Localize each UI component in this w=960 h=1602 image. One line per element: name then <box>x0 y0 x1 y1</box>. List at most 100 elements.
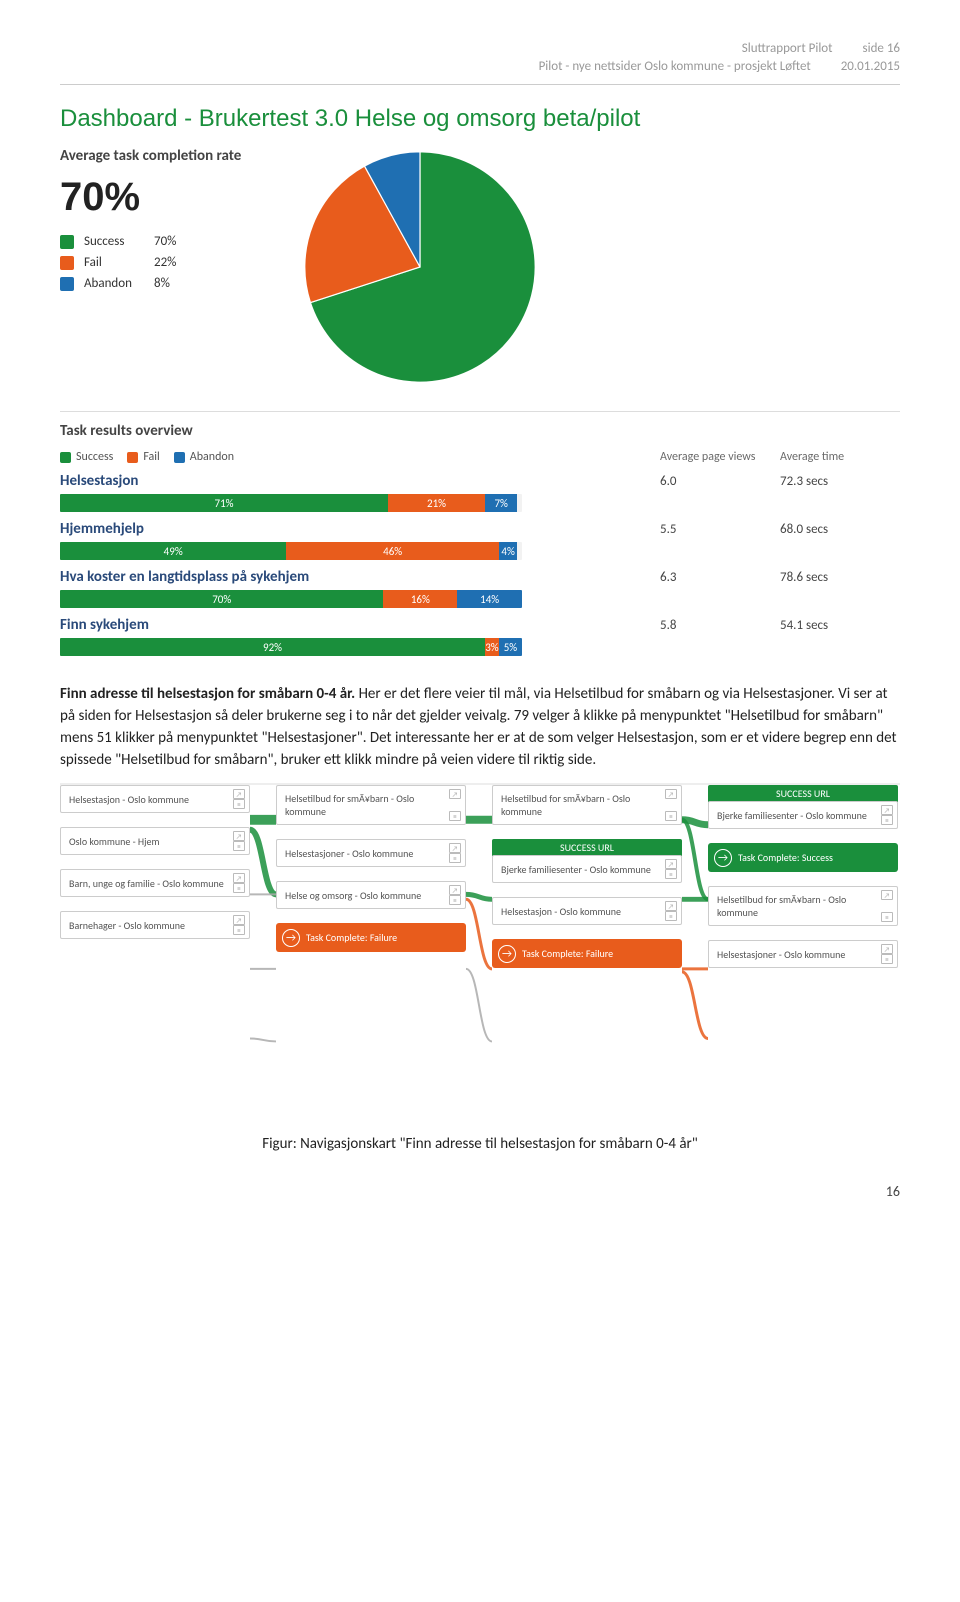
legend-row: Fail 22% <box>60 255 260 270</box>
task-views: 6.3 <box>660 570 780 585</box>
info-icon: ≡ <box>233 925 245 935</box>
legend-row: Success 70% <box>60 234 260 249</box>
navmap-page-node: Barnehager - Oslo kommune ↗ ≡ <box>60 911 250 939</box>
expand-icon: ↗ <box>449 789 461 799</box>
navmap-page-node: Helse og omsorg - Oslo kommune ↗ ≡ <box>276 881 466 909</box>
node-label: Helsetilbud for smÃ¥barn - Oslo kommune <box>285 792 445 818</box>
task-segment: 70% <box>60 590 383 608</box>
arrow-icon: → <box>714 849 732 867</box>
task-complete-failure: → Task Complete: Failure <box>276 923 466 952</box>
task-time: 72.3 secs <box>780 474 900 489</box>
legend-label: Abandon <box>190 450 234 464</box>
task-bar: 92%3%5% <box>60 638 522 656</box>
task-complete-failure: → Task Complete: Failure <box>492 939 682 968</box>
arrow-icon: → <box>498 945 516 963</box>
task-bar: 49%46%4% <box>60 542 522 560</box>
navigation-map: Helsestasjon - Oslo kommune ↗ ≡Oslo komm… <box>60 783 900 1113</box>
action-label: Task Complete: Failure <box>522 947 613 960</box>
info-icon: ≡ <box>233 799 245 809</box>
task-segment: 7% <box>485 494 517 512</box>
legend-label: Success <box>84 234 144 249</box>
task-name: Hjemmehjelp <box>60 520 660 538</box>
legend-swatch <box>60 277 74 291</box>
navmap-page-node: Helsestasjon - Oslo kommune ↗ ≡ <box>492 897 682 925</box>
legend-swatch <box>60 452 71 463</box>
avg-completion-block: Average task completion rate 70% Success… <box>60 147 900 391</box>
node-label: Helse og omsorg - Oslo kommune <box>285 889 421 902</box>
navmap-page-node: Helsestasjoner - Oslo kommune ↗ ≡ <box>708 940 898 968</box>
info-icon: ≡ <box>881 954 893 964</box>
info-icon: ≡ <box>881 815 893 825</box>
navmap-page-node: Helsetilbud for smÃ¥barn - Oslo kommune … <box>276 785 466 825</box>
overview-legend-item: Abandon <box>174 450 234 464</box>
legend-value: 22% <box>154 255 176 270</box>
navmap-column: Helsestasjon - Oslo kommune ↗ ≡Oslo komm… <box>60 785 250 1113</box>
pie-chart <box>300 147 540 391</box>
node-label: Bjerke familiesenter - Oslo kommune <box>501 863 651 876</box>
info-icon: ≡ <box>449 895 461 905</box>
legend-swatch <box>60 235 74 249</box>
overview-header: SuccessFailAbandon Average page views Av… <box>60 450 900 464</box>
task-row: Helsestasjon 6.0 72.3 secs 71%21%7% <box>60 472 900 512</box>
legend-swatch <box>60 256 74 270</box>
legend-value: 70% <box>154 234 176 249</box>
node-label: Helsestasjon - Oslo kommune <box>501 905 621 918</box>
action-label: Task Complete: Success <box>738 851 833 864</box>
info-icon: ≡ <box>233 883 245 893</box>
expand-icon: ↗ <box>665 789 677 799</box>
node-label: Barnehager - Oslo kommune <box>69 919 185 932</box>
success-url-header: SUCCESS URL <box>708 785 898 802</box>
overview-legend-item: Success <box>60 450 113 464</box>
node-label: Helsestasjoner - Oslo kommune <box>717 948 845 961</box>
task-segment: 71% <box>60 494 388 512</box>
task-time: 68.0 secs <box>780 522 900 537</box>
header-page: side 16 <box>863 40 900 58</box>
avg-label: Average task completion rate <box>60 147 260 165</box>
header-subtitle: Pilot - nye nettsider Oslo kommune - pro… <box>60 58 811 76</box>
task-segment: 3% <box>485 638 499 656</box>
node-label: Helsestasjon - Oslo kommune <box>69 793 189 806</box>
task-segment: 4% <box>499 542 517 560</box>
expand-icon: ↗ <box>449 885 461 895</box>
expand-icon: ↗ <box>233 789 245 799</box>
navmap-page-node: Oslo kommune - Hjem ↗ ≡ <box>60 827 250 855</box>
info-icon: ≡ <box>233 841 245 851</box>
task-segment: 46% <box>286 542 499 560</box>
expand-icon: ↗ <box>881 944 893 954</box>
node-label: Bjerke familiesenter - Oslo kommune <box>717 809 867 822</box>
node-label: Helsetilbud for smÃ¥barn - Oslo kommune <box>717 893 877 919</box>
task-segment: 21% <box>388 494 485 512</box>
expand-icon: ↗ <box>665 901 677 911</box>
avg-value: 70% <box>60 175 260 220</box>
legend-label: Fail <box>84 255 144 270</box>
task-name: Finn sykehjem <box>60 616 660 634</box>
body-paragraph: Finn adresse til helsestasjon for småbar… <box>60 684 900 771</box>
info-icon: ≡ <box>449 853 461 863</box>
task-time: 78.6 secs <box>780 570 900 585</box>
expand-icon: ↗ <box>233 873 245 883</box>
task-name: Helsestasjon <box>60 472 660 490</box>
info-icon: ≡ <box>665 911 677 921</box>
figure-caption: Figur: Navigasjonskart "Finn adresse til… <box>60 1135 900 1153</box>
arrow-icon: → <box>282 929 300 947</box>
navmap-page-node: Helsestasjoner - Oslo kommune ↗ ≡ <box>276 839 466 867</box>
action-label: Task Complete: Failure <box>306 931 397 944</box>
task-segment: 49% <box>60 542 286 560</box>
success-url-header: SUCCESS URL <box>492 839 682 856</box>
info-icon: ≡ <box>449 811 461 821</box>
navmap-page-node: Bjerke familiesenter - Oslo kommune ↗ ≡ <box>708 801 898 829</box>
node-label: Oslo kommune - Hjem <box>69 835 159 848</box>
task-row: Hva koster en langtidsplass på sykehjem … <box>60 568 900 608</box>
expand-icon: ↗ <box>881 890 893 900</box>
page-header: Sluttrapport Pilot side 16 Pilot - nye n… <box>60 40 900 76</box>
page-number: 16 <box>60 1183 900 1200</box>
task-views: 6.0 <box>660 474 780 489</box>
legend-label: Success <box>76 450 113 464</box>
legend-value: 8% <box>154 276 170 291</box>
body-heading: Finn adresse til helsestasjon for småbar… <box>60 685 355 703</box>
legend-swatch <box>127 452 138 463</box>
info-icon: ≡ <box>881 912 893 922</box>
navmap-page-node: Barn, unge og familie - Oslo kommune ↗ ≡ <box>60 869 250 897</box>
col-views-header: Average page views <box>660 450 780 464</box>
expand-icon: ↗ <box>881 805 893 815</box>
